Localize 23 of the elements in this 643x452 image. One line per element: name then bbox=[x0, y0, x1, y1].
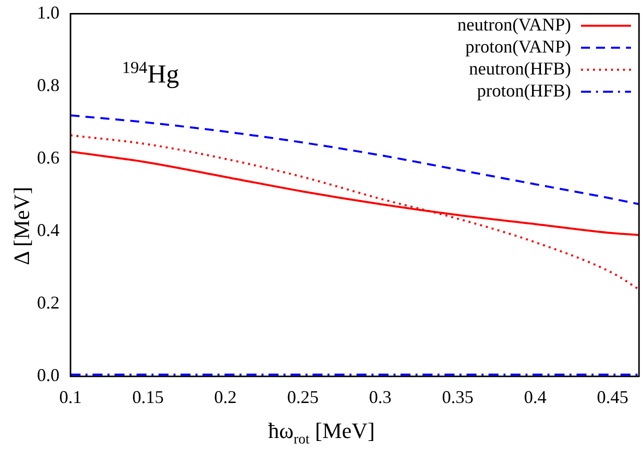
y-tick-label: 0.4 bbox=[37, 220, 60, 240]
x-tick-label: 0.15 bbox=[132, 386, 164, 407]
y-tick-label: 1.0 bbox=[37, 2, 60, 23]
x-tick-label: 0.35 bbox=[442, 386, 474, 407]
annotation: $^{194}$Hg bbox=[122, 58, 180, 90]
legend-label: proton(VANP) bbox=[465, 36, 572, 57]
x-axis-title: ħω$_{rot}$ [MeV] bbox=[267, 418, 376, 448]
y-tick-label: 0.2 bbox=[37, 292, 60, 313]
y-tick-label: 0.8 bbox=[37, 75, 60, 96]
y-axis-title: Δ [MeV] bbox=[9, 186, 35, 266]
x-tick-label: 0.1 bbox=[59, 386, 82, 407]
x-tick-label: 0.4 bbox=[524, 386, 546, 407]
line-series bbox=[70, 134, 639, 290]
legend-label: proton(HFB) bbox=[477, 80, 572, 101]
x-tick-label: 0.2 bbox=[214, 386, 237, 407]
legend-label: neutron(HFB) bbox=[469, 58, 571, 79]
x-tick-label: 0.25 bbox=[287, 386, 319, 407]
x-tick-label: 0.45 bbox=[596, 386, 628, 407]
x-tick-label: 0.3 bbox=[369, 386, 392, 407]
line-series bbox=[70, 114, 639, 206]
y-tick-label: 0.0 bbox=[37, 365, 60, 386]
legend-label: neutron(VANP) bbox=[457, 14, 571, 35]
y-tick-label: 0.6 bbox=[37, 148, 60, 168]
